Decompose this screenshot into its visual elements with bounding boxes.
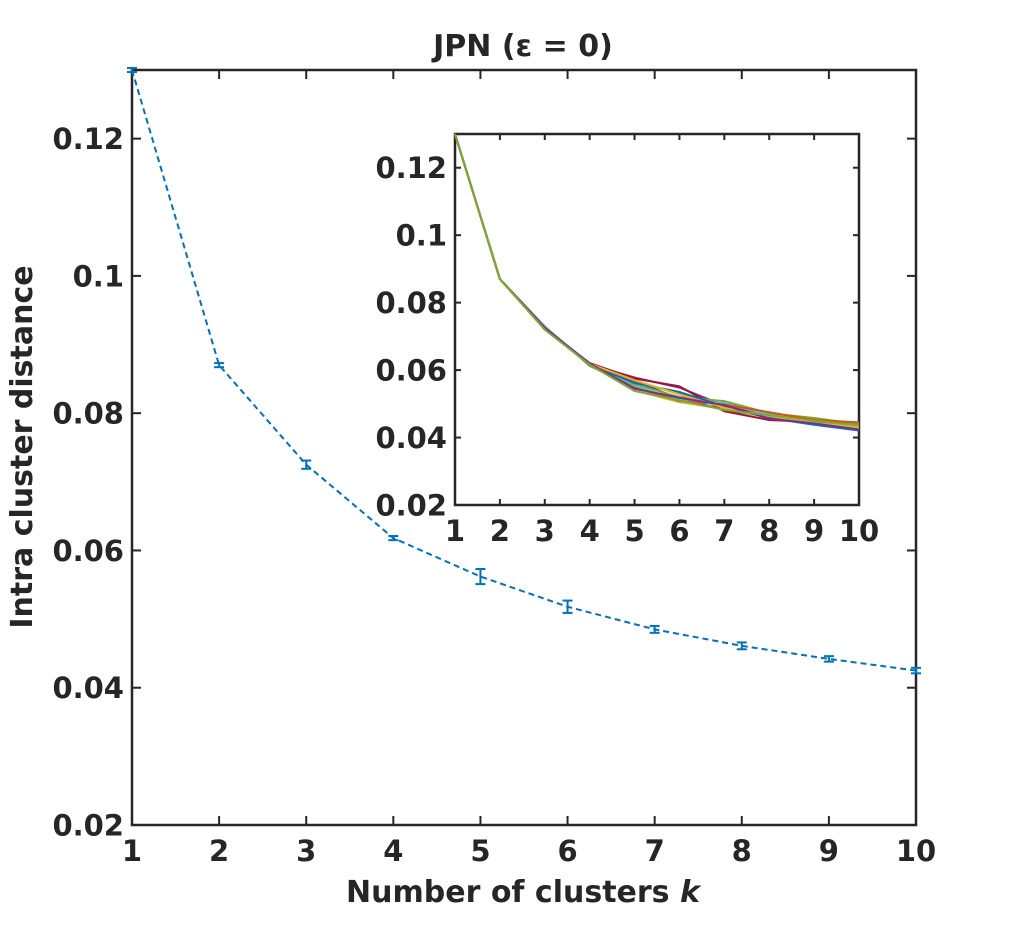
inset-x-tick-label: 6 xyxy=(669,514,689,548)
inset-x-tick-label: 4 xyxy=(580,514,600,548)
inset-series-line xyxy=(454,133,860,427)
inset-x-tick-label: 3 xyxy=(535,514,555,548)
main-series-line xyxy=(131,69,917,672)
inset-y-tick-label: 0.04 xyxy=(375,421,447,455)
x-axis-label: Number of clusters k xyxy=(346,875,702,910)
inset-axes-box xyxy=(453,132,861,507)
main-x-tick-label: 10 xyxy=(896,834,936,868)
inset-y-tick-label: 0.12 xyxy=(375,151,447,185)
main-axes-group: 1 2 3 4 5 6 7 8 9 100.020.040.060.080.10.12 xyxy=(52,70,936,868)
y-axis-label: Intra cluster distance xyxy=(5,265,40,628)
main-x-tick-label: 3 xyxy=(296,834,316,868)
main-y-tick-label: 0.08 xyxy=(52,397,124,431)
main-x-tick-label: 8 xyxy=(732,834,752,868)
inset-x-tick-label: 2 xyxy=(490,514,510,548)
inset-x-tick-label: 8 xyxy=(759,514,779,548)
main-series-group xyxy=(127,66,921,675)
inset-x-tick-label: 10 xyxy=(839,514,879,548)
main-x-tick-label: 6 xyxy=(557,834,577,868)
main-y-tick-label: 0.06 xyxy=(52,534,124,568)
main-x-tick-label: 7 xyxy=(645,834,665,868)
main-x-tick-label: 5 xyxy=(470,834,490,868)
inset-y-tick-label: 0.08 xyxy=(375,286,447,320)
x-axis-label-text: Number of clusters xyxy=(346,875,680,910)
main-x-tick-label: 1 xyxy=(122,834,142,868)
main-y-tick-label: 0.02 xyxy=(52,808,124,842)
inset-x-tick-label: 5 xyxy=(624,514,644,548)
main-x-tick-label: 9 xyxy=(819,834,839,868)
chart-title: JPN (ε = 0) xyxy=(431,29,613,64)
main-y-tick-label: 0.12 xyxy=(52,122,124,156)
inset-series-group xyxy=(454,133,860,432)
main-y-tick-label: 0.1 xyxy=(73,259,124,293)
inset-x-tick-label: 1 xyxy=(445,514,465,548)
inset-y-tick-label: 0.02 xyxy=(375,488,447,522)
main-x-tick-label: 4 xyxy=(383,834,403,868)
inset-plot-area xyxy=(453,132,861,507)
inset-y-tick-label: 0.06 xyxy=(375,354,447,388)
inset-x-tick-label: 9 xyxy=(804,514,824,548)
inset-y-tick-label: 0.1 xyxy=(396,219,447,253)
main-y-tick-label: 0.04 xyxy=(52,671,124,705)
inset-axes-group: 1 2 3 4 5 6 7 8 9 10 0.02 0.04 0.06 0.08 0.1 0.12 xyxy=(375,134,879,548)
x-axis-label-variable: k xyxy=(680,875,702,910)
inset-x-tick-label: 7 xyxy=(714,514,734,548)
main-x-tick-label: 2 xyxy=(209,834,229,868)
